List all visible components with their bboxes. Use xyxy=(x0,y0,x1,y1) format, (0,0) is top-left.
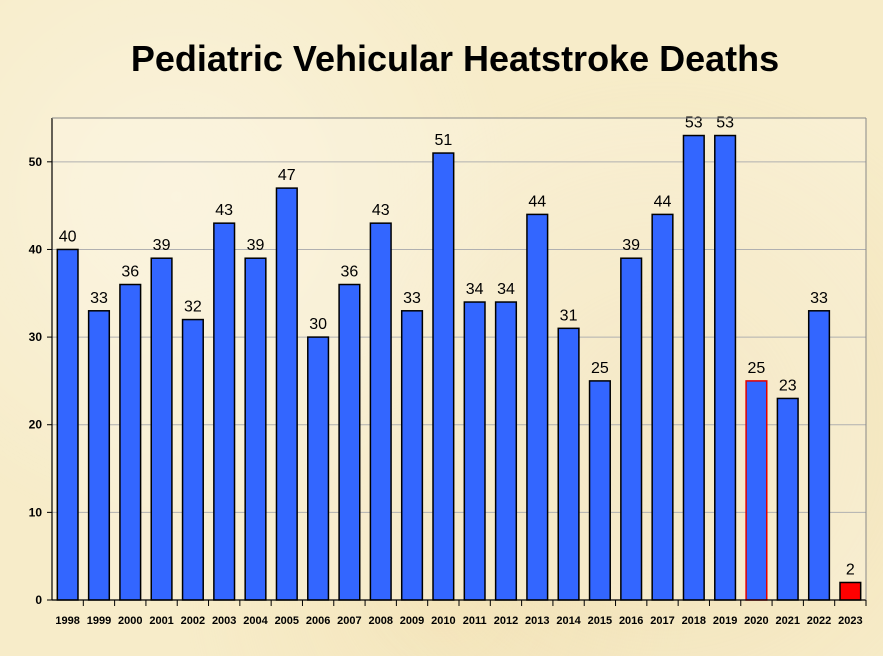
x-tick-label-2019: 2019 xyxy=(713,615,737,627)
data-label-2015: 25 xyxy=(591,360,609,377)
data-label-2006: 30 xyxy=(309,316,327,333)
data-label-2007: 36 xyxy=(341,264,359,281)
data-labels: 40 33 36 39 32 43 39 47 30 36 43 33 51 34 34 44 31 25 39 44… xyxy=(59,115,855,579)
x-tick-label-1999: 1999 xyxy=(87,615,111,627)
x-tick-label-2009: 2009 xyxy=(400,615,424,627)
x-tick-label-2020: 2020 xyxy=(744,615,768,627)
x-tick-label-2022: 2022 xyxy=(807,615,831,627)
bar-2007 xyxy=(338,283,361,601)
y-tick-label: 50 xyxy=(29,155,43,169)
bar-2012 xyxy=(494,301,518,601)
chart-title: Pediatric Vehicular Heatstroke Deaths xyxy=(130,38,780,79)
y-tick-label: 0 xyxy=(35,593,42,607)
x-tick-label-2023: 2023 xyxy=(838,615,862,627)
data-label-1998: 40 xyxy=(59,228,77,245)
bar-2014 xyxy=(557,327,580,601)
bar-2009 xyxy=(400,310,424,601)
bar-2006 xyxy=(307,336,330,601)
bar-2005 xyxy=(275,187,298,601)
data-label-2001: 39 xyxy=(153,237,171,254)
x-tick-label-2016: 2016 xyxy=(619,615,643,627)
data-label-2003: 43 xyxy=(215,202,233,219)
x-tick-label-2015: 2015 xyxy=(588,615,612,627)
bar-2000 xyxy=(119,283,142,601)
x-tick-label-2004: 2004 xyxy=(243,615,268,627)
x-tick-label-2014: 2014 xyxy=(556,615,581,627)
data-label-2013: 44 xyxy=(528,193,546,210)
bar-2017 xyxy=(651,213,674,601)
x-tick-label-2021: 2021 xyxy=(775,615,799,627)
x-tick-label-2017: 2017 xyxy=(650,615,674,627)
y-tick-label: 20 xyxy=(29,418,43,432)
bar-2004 xyxy=(244,257,267,601)
data-label-2018: 53 xyxy=(685,115,703,132)
data-label-2020: 25 xyxy=(748,360,766,377)
y-tick-label: 40 xyxy=(29,242,43,256)
axes: 0 10 20 30 40 50 1998 1999 2000 2001 2002 2003 2004 2… xyxy=(29,117,867,627)
bar-2011 xyxy=(463,301,486,601)
bar-2018 xyxy=(682,134,705,601)
bar-1999 xyxy=(87,310,111,601)
bar-2016 xyxy=(620,257,643,601)
bar-2008 xyxy=(369,222,392,601)
data-label-1999: 33 xyxy=(90,290,108,307)
data-label-2014: 31 xyxy=(560,307,578,324)
plot-area xyxy=(52,118,866,600)
data-label-2012: 34 xyxy=(497,281,515,298)
bar-2003 xyxy=(213,222,236,601)
x-tick-label-2018: 2018 xyxy=(682,615,706,627)
bar-1998 xyxy=(56,248,79,601)
data-label-2009: 33 xyxy=(403,290,421,307)
bar-2022 xyxy=(807,310,831,601)
data-label-2004: 39 xyxy=(247,237,265,254)
data-label-2010: 51 xyxy=(434,132,452,149)
bar-2020 xyxy=(745,380,768,601)
bar-2002 xyxy=(181,318,204,601)
data-label-2019: 53 xyxy=(716,115,734,132)
data-label-2002: 32 xyxy=(184,299,202,316)
x-tick-label-2012: 2012 xyxy=(494,615,518,627)
x-tick-label-2010: 2010 xyxy=(431,615,455,627)
data-label-2022: 33 xyxy=(810,290,828,307)
bar-2010 xyxy=(432,152,455,601)
gridlines xyxy=(52,118,866,600)
x-tick-label-1998: 1998 xyxy=(55,615,79,627)
x-tick-label-2011: 2011 xyxy=(463,615,487,627)
y-tick-label: 10 xyxy=(29,505,43,519)
data-label-2017: 44 xyxy=(654,193,672,210)
bar-2021 xyxy=(776,397,799,601)
x-tick-label-2005: 2005 xyxy=(275,615,299,627)
data-label-2005: 47 xyxy=(278,167,296,184)
x-tick-label-2001: 2001 xyxy=(149,615,173,627)
y-tick-label: 30 xyxy=(29,330,43,344)
x-tick-label-2013: 2013 xyxy=(525,615,549,627)
x-tick-label-2007: 2007 xyxy=(337,615,361,627)
x-tick-label-2000: 2000 xyxy=(118,615,142,627)
bar-2001 xyxy=(150,257,173,601)
bar-2015 xyxy=(588,380,611,601)
data-label-2016: 39 xyxy=(622,237,640,254)
bar-2019 xyxy=(714,134,737,601)
x-tick-label-2006: 2006 xyxy=(306,615,330,627)
bar-2023 xyxy=(839,581,862,601)
data-label-2011: 34 xyxy=(466,281,484,298)
bar-2013 xyxy=(526,213,549,601)
data-label-2008: 43 xyxy=(372,202,390,219)
x-tick-label-2002: 2002 xyxy=(181,615,205,627)
data-label-2021: 23 xyxy=(779,377,797,394)
x-tick-label-2003: 2003 xyxy=(212,615,236,627)
data-label-2023: 2 xyxy=(846,561,855,578)
data-label-2000: 36 xyxy=(121,264,139,281)
x-tick-label-2008: 2008 xyxy=(368,615,392,627)
